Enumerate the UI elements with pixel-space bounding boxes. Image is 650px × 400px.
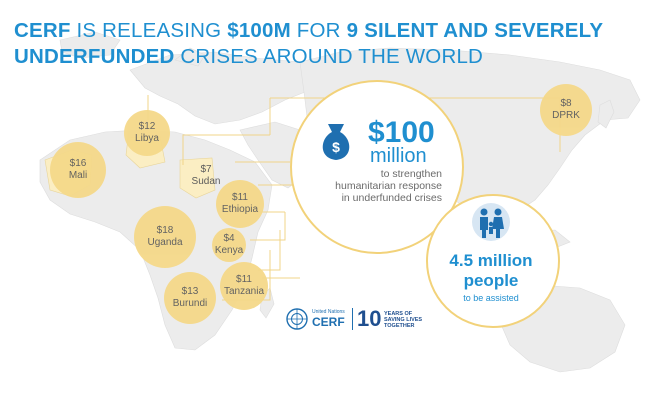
- headline-text-3: CRISES AROUND THE WORLD: [174, 45, 484, 68]
- people-amount: 4.5 million: [449, 251, 533, 270]
- tanzania-amount: $11: [236, 274, 252, 285]
- kenya-label: Kenya: [214, 245, 244, 256]
- dprk-label: DPRK: [552, 110, 580, 121]
- logo-years-line-1: YEARS OF: [384, 311, 413, 317]
- sudan-label: Sudan: [191, 176, 221, 187]
- people-unit: people: [463, 271, 519, 290]
- fund-description: to strengthen humanitarian response in u…: [300, 168, 442, 204]
- uganda-label: Uganda: [147, 237, 183, 248]
- logo-years-line-2: SAVING LIVES: [384, 317, 423, 323]
- sudan-shape: [179, 157, 216, 199]
- libya-label: Libya: [135, 133, 159, 144]
- sudan-amount: $7: [200, 164, 212, 175]
- headline-line-2: UNDERFUNDED CRISES AROUND THE WORLD: [14, 44, 644, 70]
- logo-cerf: CERF: [312, 315, 345, 329]
- headline-cerf: CERF: [14, 19, 71, 42]
- ethiopia-amount: $11: [232, 192, 248, 203]
- people-subtitle: to be assisted: [463, 293, 519, 303]
- fund-unit: million: [370, 145, 427, 167]
- logo-years-line-3: TOGETHER: [384, 323, 415, 329]
- dprk-amount: $8: [560, 98, 572, 109]
- bubble-mali: $16 Mali: [50, 142, 106, 198]
- logo-ten: 10: [357, 306, 382, 331]
- fund-description-line-3: in underfunded crises: [341, 192, 442, 204]
- headline-crises-count: 9 SILENT AND SEVERELY: [346, 19, 604, 42]
- logo-years: YEARS OF SAVING LIVES TOGETHER: [384, 311, 422, 329]
- bubble-libya: $12 Libya: [124, 110, 170, 156]
- bubble-tanzania: $11 Tanzania: [220, 262, 268, 310]
- uganda-amount: $18: [156, 225, 174, 236]
- tanzania-label: Tanzania: [223, 286, 265, 297]
- bubble-kenya: $4 Kenya: [212, 228, 246, 262]
- ethiopia-label: Ethiopia: [221, 204, 259, 215]
- bubble-burundi: $13 Burundi: [164, 272, 216, 324]
- mali-label: Mali: [68, 170, 88, 181]
- money-bag-symbol: $: [332, 139, 340, 155]
- libya-amount: $12: [138, 121, 156, 132]
- logo-divider: [352, 308, 353, 330]
- un-emblem-icon: [286, 308, 308, 330]
- logo-org-name: United Nations: [312, 309, 345, 315]
- bubble-uganda: $18 Uganda: [134, 206, 196, 268]
- fund-description-line-1: to strengthen: [380, 168, 442, 180]
- mali-amount: $16: [69, 158, 87, 169]
- burundi-amount: $13: [181, 286, 199, 297]
- headline-text-1: IS RELEASING: [70, 19, 228, 42]
- kenya-amount: $4: [223, 233, 235, 244]
- fund-amount: $100: [368, 116, 435, 149]
- money-bag-icon: $: [322, 124, 350, 160]
- headline-text-2: FOR: [290, 19, 347, 42]
- fund-description-line-2: humanitarian response: [335, 180, 442, 192]
- headline-underfunded: UNDERFUNDED: [14, 45, 175, 68]
- bubble-dprk: $8 DPRK: [540, 84, 592, 136]
- bubble-ethiopia: $11 Ethiopia: [216, 180, 264, 228]
- headline: CERF IS RELEASING $100M FOR 9 SILENT AND…: [14, 18, 644, 70]
- bubble-sudan: $7 Sudan: [184, 164, 228, 188]
- headline-amount: $100M: [227, 19, 291, 42]
- burundi-label: Burundi: [172, 298, 208, 309]
- family-icon: [472, 203, 510, 241]
- headline-line-1: CERF IS RELEASING $100M FOR 9 SILENT AND…: [14, 18, 644, 44]
